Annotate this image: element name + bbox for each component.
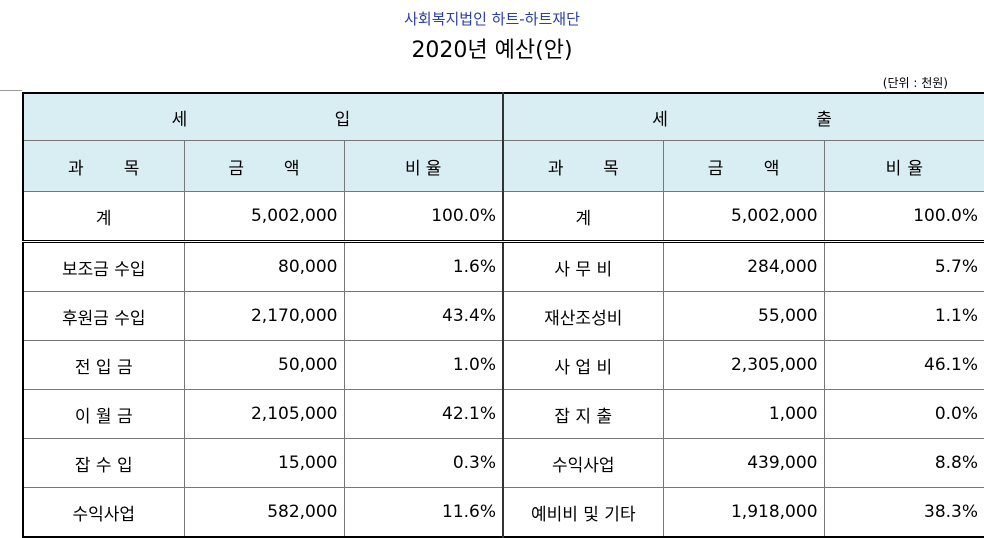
total-row: 계 5,002,000 100.0% 계 5,002,000 100.0% xyxy=(22,191,984,243)
header-char: 비 xyxy=(885,158,902,179)
income-ratio: 1.6% xyxy=(343,241,504,292)
expense-amount: 55,000 xyxy=(662,291,825,341)
expense-ratio: 1.1% xyxy=(823,291,984,341)
income-total-label: 계 xyxy=(22,191,185,243)
expense-section-header: 세 출 xyxy=(502,92,984,141)
header-char: 금 xyxy=(228,158,245,179)
header-char: 액 xyxy=(763,158,780,179)
expense-section-char: 세 xyxy=(652,109,672,130)
table-row: 전 입 금 50,000 1.0% 사 업 비 2,305,000 46.1% xyxy=(22,340,984,390)
expense-ratio: 0.0% xyxy=(823,389,984,439)
expense-item: 예비비 및 기타 xyxy=(502,487,664,538)
expense-item: 재산조성비 xyxy=(502,291,664,341)
page-title: 2020년 예산(안) xyxy=(411,38,573,63)
header-char: 액 xyxy=(283,158,300,179)
expense-item: 잡 지 출 xyxy=(502,389,664,439)
income-item: 전 입 금 xyxy=(22,340,185,390)
expense-item: 사 무 비 xyxy=(502,241,664,292)
income-amount: 2,105,000 xyxy=(183,389,345,439)
expense-section-char: 출 xyxy=(816,109,836,130)
expense-amount: 1,000 xyxy=(662,389,825,439)
expense-item: 사 업 비 xyxy=(502,340,664,390)
income-item: 후원금 수입 xyxy=(22,291,185,341)
divider xyxy=(0,90,22,91)
income-item: 보조금 수입 xyxy=(22,241,185,292)
income-amount: 50,000 xyxy=(183,340,345,390)
income-ratio: 0.3% xyxy=(343,438,504,488)
income-ratio: 11.6% xyxy=(343,487,504,538)
table-row: 수익사업 582,000 11.6% 예비비 및 기타 1,918,000 38… xyxy=(22,487,984,538)
income-section-char: 입 xyxy=(334,109,355,130)
income-ratio: 42.1% xyxy=(343,389,504,439)
income-section-header: 세 입 xyxy=(22,92,504,141)
income-item: 잡 수 입 xyxy=(22,438,185,488)
table-row: 이 월 금 2,105,000 42.1% 잡 지 출 1,000 0.0% xyxy=(22,389,984,439)
income-ratio: 1.0% xyxy=(343,340,504,390)
table-row: 잡 수 입 15,000 0.3% 수익사업 439,000 8.8% xyxy=(22,438,984,488)
income-item: 수익사업 xyxy=(22,487,185,538)
expense-ratio: 46.1% xyxy=(823,340,984,390)
section-header-row: 세 입 세 출 xyxy=(22,92,984,141)
header-char: 목 xyxy=(123,158,140,179)
header-char: 비 xyxy=(405,158,421,179)
income-amount: 2,170,000 xyxy=(183,291,345,341)
expense-ratio: 5.7% xyxy=(823,241,984,292)
income-ratio: 43.4% xyxy=(343,291,504,341)
income-amount: 15,000 xyxy=(183,438,345,488)
expense-amount: 2,305,000 xyxy=(662,340,825,390)
organization-name: 사회복지법인 하트-하트재단 xyxy=(404,10,580,28)
income-total-amount: 5,002,000 xyxy=(183,191,345,243)
header-char: 율 xyxy=(907,158,923,179)
expense-amount: 284,000 xyxy=(662,241,825,292)
unit-note: (단위 : 천원) xyxy=(882,76,948,90)
header-char: 율 xyxy=(425,158,442,179)
table-row: 후원금 수입 2,170,000 43.4% 재산조성비 55,000 1.1% xyxy=(22,291,984,341)
expense-total-amount: 5,002,000 xyxy=(662,191,825,243)
header-char: 목 xyxy=(603,158,619,179)
table-row: 보조금 수입 80,000 1.6% 사 무 비 284,000 5.7% xyxy=(22,241,984,292)
expense-ratio: 38.3% xyxy=(823,487,984,538)
income-section-char: 세 xyxy=(171,109,192,130)
expense-total-ratio: 100.0% xyxy=(823,191,984,243)
header-char: 과 xyxy=(547,158,564,179)
expense-total-label: 계 xyxy=(502,191,664,243)
header-char: 금 xyxy=(707,158,724,179)
expense-item: 수익사업 xyxy=(502,438,664,488)
income-item: 이 월 금 xyxy=(22,389,185,439)
income-amount: 80,000 xyxy=(183,241,345,292)
income-amount: 582,000 xyxy=(183,487,345,538)
expense-amount: 1,918,000 xyxy=(662,487,825,538)
header-char: 과 xyxy=(68,158,84,179)
expense-amount: 439,000 xyxy=(662,438,825,488)
report-header: 사회복지법인 하트-하트재단 2020년 예산(안) (단위 : 천원) xyxy=(0,0,984,90)
expense-ratio: 8.8% xyxy=(823,438,984,488)
income-total-ratio: 100.0% xyxy=(343,191,504,243)
